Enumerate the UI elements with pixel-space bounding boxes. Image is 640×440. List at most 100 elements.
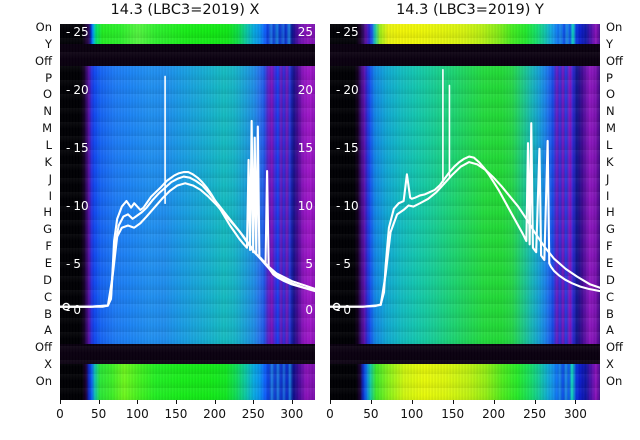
spectrum-traces-y bbox=[330, 24, 600, 400]
dipole-label-e-14: E bbox=[44, 256, 52, 270]
dipole-label-off-19: Off bbox=[35, 340, 52, 355]
x-tick-mark bbox=[411, 400, 413, 404]
y-tick-label: 0 bbox=[343, 303, 351, 317]
dipole-label-y-1: Y bbox=[606, 36, 614, 51]
dipole-label-d-15: D bbox=[43, 272, 52, 287]
y-tick-0: -0 bbox=[66, 303, 81, 317]
y-tick-label: 15 bbox=[343, 141, 359, 155]
x-tick-label: 0 bbox=[56, 407, 64, 421]
y-tick-mark: - bbox=[336, 303, 341, 317]
origin-marker bbox=[333, 303, 339, 309]
heatmap-band-body-x bbox=[60, 66, 315, 344]
x-tick-mark bbox=[534, 400, 536, 404]
y-tick-20: -20 bbox=[66, 83, 89, 97]
heatmap-band-bottom-x bbox=[60, 364, 315, 400]
y-tick-mark: - bbox=[336, 141, 341, 155]
y-tick-mark: - bbox=[66, 25, 71, 39]
x-tick-label: 200 bbox=[482, 407, 506, 421]
y-tick-15: 15 bbox=[298, 141, 313, 155]
panel-x[interactable]: -25-20-15-10-5-0 25 20 15 10 5 0 bbox=[60, 24, 315, 400]
y-tick-10: -10 bbox=[66, 199, 89, 213]
dipole-label-f-13: F bbox=[45, 239, 52, 254]
dipole-label-n-5: N bbox=[43, 104, 52, 119]
dipole-label-a-18: A bbox=[44, 323, 52, 338]
y-tick-5: 5 bbox=[305, 257, 313, 271]
y-tick-25: 25 bbox=[298, 25, 313, 39]
dipole-label-g-12: G bbox=[43, 222, 52, 237]
y-tick-10: -10 bbox=[336, 199, 359, 213]
x-tick-label: 250 bbox=[241, 407, 265, 421]
x-tick-mark bbox=[253, 400, 255, 404]
y-tick-mark: - bbox=[336, 199, 341, 213]
x-tick-label: 150 bbox=[441, 407, 465, 421]
heatmap-gap-lower-y bbox=[330, 344, 600, 364]
x-tick-mark bbox=[60, 400, 61, 404]
y-tick-label: 0 bbox=[73, 303, 81, 317]
y-tick-mark: - bbox=[66, 83, 71, 97]
x-tick-label: 100 bbox=[125, 407, 149, 421]
y-tick-mark: - bbox=[66, 199, 71, 213]
x-tick-mark bbox=[175, 400, 177, 404]
trace-median-spectrum-X-a bbox=[60, 121, 315, 307]
dipole-label-e-14: E bbox=[606, 256, 614, 270]
y-tick-20: -20 bbox=[336, 83, 359, 97]
panel-title-x: 14.3 (LBC3=2019) X bbox=[110, 2, 260, 18]
dipole-label-k-8: K bbox=[44, 154, 52, 169]
dipole-label-off-19: Off bbox=[606, 340, 623, 355]
dipole-label-b-17: B bbox=[44, 306, 52, 321]
dipole-label-on-21: On bbox=[35, 374, 52, 388]
y-tick-label: 10 bbox=[343, 199, 359, 213]
heatmap-band-top-y bbox=[330, 24, 600, 44]
y-tick-label: 5 bbox=[305, 257, 313, 271]
x-tick-mark bbox=[214, 400, 216, 404]
heatmap-gap-upper-y bbox=[330, 44, 600, 66]
panel-title-y: 14.3 (LBC3=2019) Y bbox=[396, 2, 544, 18]
dipole-label-k-8: K bbox=[606, 154, 614, 169]
y-tick-label: 25 bbox=[73, 25, 89, 39]
dipole-label-l-7: L bbox=[606, 138, 613, 152]
dipole-label-n-5: N bbox=[606, 104, 615, 119]
dipole-label-a-18: A bbox=[606, 323, 614, 338]
y-tick-20: 20 bbox=[298, 83, 313, 97]
x-tick-mark bbox=[452, 400, 454, 404]
y-tick-0: -0 bbox=[336, 303, 351, 317]
y-tick-label: 5 bbox=[73, 257, 81, 271]
dipole-label-c-16: C bbox=[43, 289, 52, 304]
x-tick-mark bbox=[370, 400, 372, 404]
y-tick-label: 0 bbox=[305, 303, 313, 317]
x-tick-label: 150 bbox=[164, 407, 188, 421]
y-tick-label: 20 bbox=[297, 83, 313, 97]
dipole-label-l-7: L bbox=[45, 138, 52, 152]
y-tick-label: 25 bbox=[297, 25, 313, 39]
dipole-label-i-10: I bbox=[48, 188, 52, 203]
x-tick-label: 50 bbox=[363, 407, 379, 421]
x-axis-x-panel: 0 50 100 150 200 250 300 bbox=[56, 400, 315, 440]
y-tick-label: 5 bbox=[343, 257, 351, 271]
dipole-label-off-2: Off bbox=[606, 53, 623, 68]
x-tick-mark bbox=[493, 400, 495, 404]
dipole-label-p-3: P bbox=[606, 70, 613, 85]
x-tick-label: 250 bbox=[523, 407, 546, 421]
heatmap-band-bottom-y bbox=[330, 364, 600, 400]
y-tick-label: 10 bbox=[297, 199, 313, 213]
spectrum-traces-x bbox=[60, 24, 315, 400]
y-tick-label: 15 bbox=[297, 141, 313, 155]
panel-y[interactable]: -25-20-15-10-5-0 bbox=[330, 24, 600, 400]
dipole-label-h-11: H bbox=[606, 205, 615, 220]
dipole-label-m-6: M bbox=[606, 121, 616, 136]
y-tick-25: -25 bbox=[336, 25, 359, 39]
y-tick-15: -15 bbox=[336, 141, 359, 155]
trace-median-spectrum-Y-a bbox=[330, 123, 600, 306]
dipole-label-d-15: D bbox=[606, 272, 615, 287]
y-tick-mark: - bbox=[336, 83, 341, 97]
dipole-label-c-16: C bbox=[606, 289, 615, 304]
y-tick-10: 10 bbox=[298, 199, 313, 213]
x-tick-mark bbox=[98, 400, 100, 404]
dipole-label-o-4: O bbox=[606, 87, 616, 102]
x-tick-label: 0 bbox=[326, 407, 334, 421]
y-tick-mark: - bbox=[336, 257, 341, 271]
y-tick-label: 25 bbox=[343, 25, 359, 39]
dipole-label-g-12: G bbox=[606, 222, 615, 237]
y-tick-5: -5 bbox=[336, 257, 351, 271]
